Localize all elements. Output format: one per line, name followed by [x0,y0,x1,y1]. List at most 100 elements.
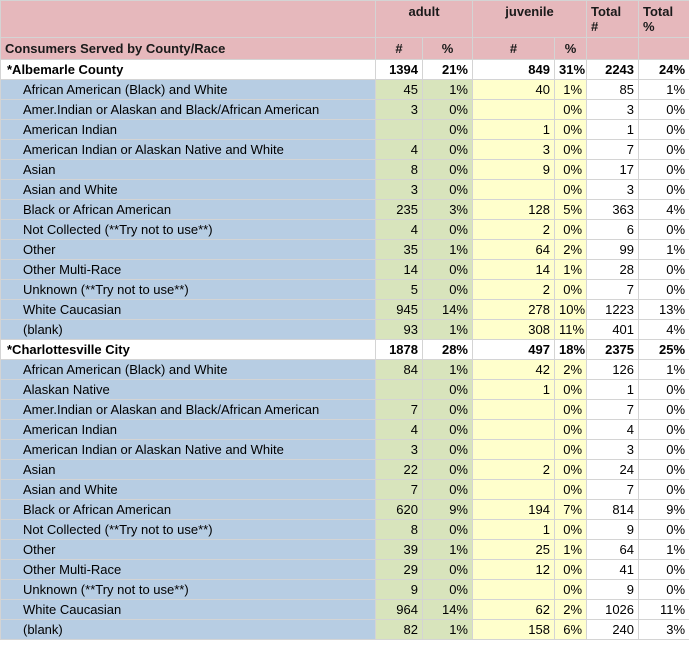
row-total-num: 28 [586,259,640,280]
group-adult-pct: 28% [422,339,473,360]
row-adult-pct: 0% [422,399,473,420]
row-total-pct: 0% [638,99,689,120]
group-total-num: 2243 [586,59,640,80]
row-juv-pct: 1% [553,259,588,280]
row-adult-pct: 1% [422,359,473,380]
row-juv-pct: 1% [553,79,588,100]
row-label: Asian and White [0,479,376,500]
row-adult-pct: 1% [422,539,473,560]
row-total-pct: 0% [638,459,689,480]
row-total-num: 4 [586,419,640,440]
row-juv-pct: 2% [553,359,588,380]
row-label: Asian [0,159,376,180]
row-total-num: 17 [586,159,640,180]
row-juv-pct: 11% [553,319,588,340]
header-total-num: Total # [586,0,640,38]
row-adult-pct: 0% [422,279,473,300]
row-juv-num: 12 [472,559,555,580]
table-row: American Indian or Alaskan Native and Wh… [0,139,689,160]
row-total-pct: 0% [638,179,689,200]
row-juv-num: 3 [472,139,555,160]
row-juv-pct: 0% [553,139,588,160]
row-total-pct: 1% [638,359,689,380]
group-row: *Albemarle County 1394 21% 849 31% 2243 24% [0,59,689,80]
table-row: American Indian 0% 1 0% 1 0% [0,119,689,140]
row-total-num: 41 [586,559,640,580]
row-juv-pct: 0% [553,559,588,580]
row-total-num: 1026 [586,599,640,620]
row-adult-num: 3 [375,439,423,460]
row-adult-pct: 0% [422,119,473,140]
row-adult-num: 945 [375,299,423,320]
table-row: Black or African American 235 3% 128 5% 363 4% [0,199,689,220]
header-juvenile: juvenile [471,0,588,38]
row-adult-num [375,379,423,400]
row-label: (blank) [0,319,376,340]
group-juv-num: 849 [472,59,555,80]
group-adult-pct: 21% [422,59,473,80]
group-adult-num: 1878 [375,339,423,360]
row-total-num: 1223 [586,299,640,320]
row-label: American Indian [0,119,376,140]
row-juv-pct: 0% [553,459,588,480]
row-juv-pct: 1% [553,539,588,560]
row-adult-pct: 0% [422,219,473,240]
row-juv-pct: 2% [553,599,588,620]
row-label: White Caucasian [0,299,376,320]
row-juv-num: 1 [472,119,555,140]
row-adult-pct: 14% [422,299,473,320]
row-total-num: 85 [586,79,640,100]
row-juv-pct: 0% [553,179,588,200]
header-row-top: adult juvenile Total # Total% [0,0,689,38]
row-juv-num: 1 [472,519,555,540]
row-adult-num: 235 [375,199,423,220]
table-row: Other Multi-Race 14 0% 14 1% 28 0% [0,259,689,280]
table-row: White Caucasian 945 14% 278 10% 1223 13% [0,299,689,320]
row-adult-num: 35 [375,239,423,260]
row-adult-num: 7 [375,399,423,420]
row-juv-pct: 0% [553,479,588,500]
consumers-table: adult juvenile Total # Total% Consumers S… [0,0,689,640]
row-juv-pct: 0% [553,419,588,440]
row-total-pct: 0% [638,139,689,160]
row-adult-pct: 14% [422,599,473,620]
row-total-num: 1 [586,379,640,400]
row-adult-pct: 0% [422,439,473,460]
row-juv-pct: 0% [553,119,588,140]
header-adult: adult [375,0,473,38]
row-juv-num: 62 [472,599,555,620]
row-juv-pct: 10% [553,299,588,320]
table-title: Consumers Served by County/Race [0,37,376,60]
row-adult-num: 45 [375,79,423,100]
row-adult-num: 9 [375,579,423,600]
row-adult-num: 3 [375,99,423,120]
row-juv-num [472,179,555,200]
table-row: American Indian 4 0% 0% 4 0% [0,419,689,440]
row-total-num: 1 [586,119,640,140]
row-total-num: 9 [586,579,640,600]
row-label: Other [0,239,376,260]
row-adult-pct: 9% [422,499,473,520]
row-juv-pct: 0% [553,519,588,540]
table-row: African American (Black) and White 84 1% 42… [0,359,689,380]
row-juv-num [472,419,555,440]
row-label: American Indian [0,419,376,440]
row-juv-num: 1 [472,379,555,400]
row-adult-pct: 0% [422,459,473,480]
row-label: Not Collected (**Try not to use**) [0,519,376,540]
row-juv-num: 128 [472,199,555,220]
table-row: (blank) 82 1% 158 6% 240 3% [0,619,689,640]
row-total-pct: 11% [638,599,689,620]
row-juv-num: 14 [472,259,555,280]
header-juv-num: # [472,37,555,60]
row-adult-pct: 0% [422,579,473,600]
row-juv-num: 308 [472,319,555,340]
row-juv-num: 9 [472,159,555,180]
row-total-num: 363 [586,199,640,220]
row-adult-pct: 0% [422,139,473,160]
header-blank [0,0,376,38]
row-label: Amer.Indian or Alaskan and Black/African… [0,99,376,120]
group-total-pct: 24% [638,59,689,80]
table-row: Unknown (**Try not to use**) 5 0% 2 0% 7 0% [0,279,689,300]
row-juv-pct: 2% [553,239,588,260]
